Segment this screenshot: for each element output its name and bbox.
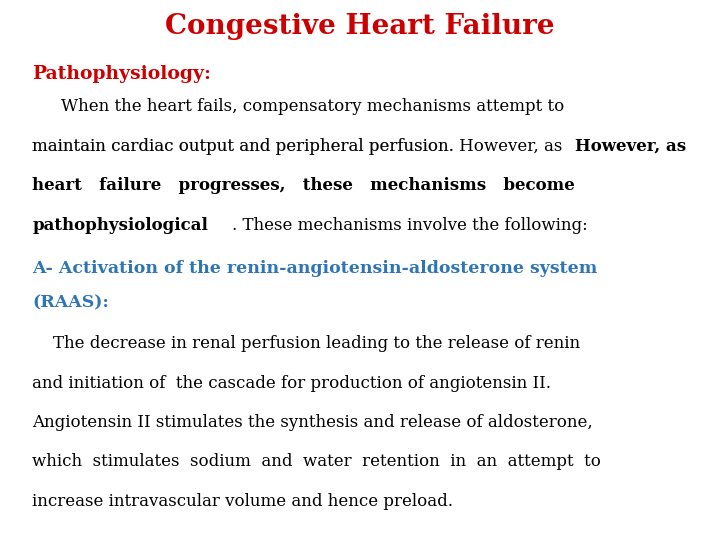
Text: maintain cardiac output and peripheral perfusion.: maintain cardiac output and peripheral p…	[32, 138, 459, 155]
Text: A- Activation of the renin-angiotensin-aldosterone system: A- Activation of the renin-angiotensin-a…	[32, 260, 598, 277]
Text: heart   failure   progresses,   these   mechanisms   become: heart failure progresses, these mechanis…	[32, 177, 575, 194]
Text: Congestive Heart Failure: Congestive Heart Failure	[165, 14, 555, 40]
Text: Angiotensin II stimulates the synthesis and release of aldosterone,: Angiotensin II stimulates the synthesis …	[32, 414, 593, 431]
Text: However, as: However, as	[575, 138, 687, 155]
Text: The decrease in renal perfusion leading to the release of renin: The decrease in renal perfusion leading …	[32, 335, 580, 352]
Text: maintain cardiac output and peripheral perfusion.: maintain cardiac output and peripheral p…	[32, 138, 459, 155]
Text: maintain cardiac output and peripheral perfusion. However, as: maintain cardiac output and peripheral p…	[32, 138, 563, 155]
Text: When the heart fails, compensatory mechanisms attempt to: When the heart fails, compensatory mecha…	[61, 98, 564, 116]
Text: which  stimulates  sodium  and  water  retention  in  an  attempt  to: which stimulates sodium and water retent…	[32, 454, 601, 470]
Text: increase intravascular volume and hence preload.: increase intravascular volume and hence …	[32, 493, 454, 510]
Text: . These mechanisms involve the following:: . These mechanisms involve the following…	[232, 217, 588, 234]
Text: (RAAS):: (RAAS):	[32, 295, 109, 312]
Text: pathophysiological: pathophysiological	[32, 217, 208, 234]
Text: and initiation of  the cascade for production of angiotensin II.: and initiation of the cascade for produc…	[32, 375, 552, 392]
Text: Pathophysiology:: Pathophysiology:	[32, 65, 212, 83]
